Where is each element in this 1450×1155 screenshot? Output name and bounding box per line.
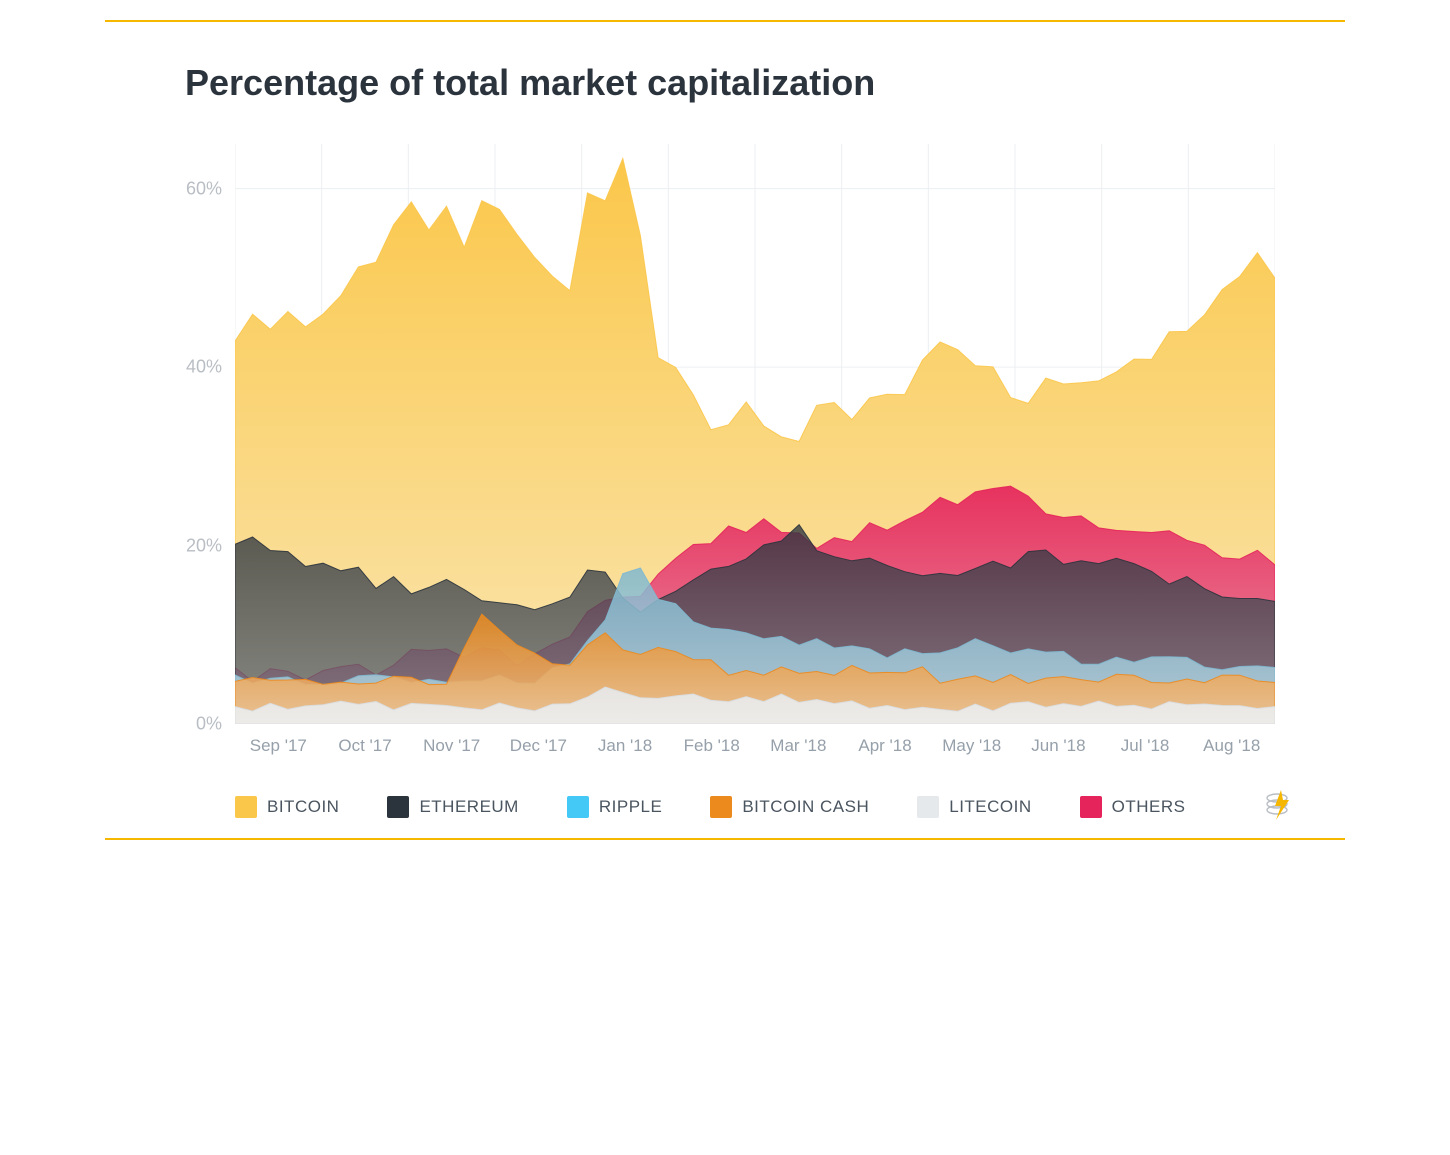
x-tick-label: Nov '17 — [408, 736, 495, 756]
legend-label: LITECOIN — [949, 797, 1031, 817]
legend-item-litecoin: LITECOIN — [917, 796, 1031, 818]
y-tick-label: 20% — [186, 535, 222, 556]
chart-title: Percentage of total market capitalizatio… — [155, 62, 1295, 104]
chart-area: 0% 20% 40% 60% Sep '17Oct '17Nov '17Dec '17… — [175, 144, 1275, 784]
brand-logo-icon — [1259, 784, 1299, 824]
series-svg — [235, 144, 1275, 724]
legend-item-bitcoin-cash: BITCOIN CASH — [710, 796, 869, 818]
legend-swatch — [567, 796, 589, 818]
legend-item-bitcoin: BITCOIN — [235, 796, 339, 818]
legend-swatch — [1080, 796, 1102, 818]
legend-label: BITCOIN — [267, 797, 339, 817]
y-tick-label: 60% — [186, 178, 222, 199]
legend-swatch — [235, 796, 257, 818]
x-tick-label: Apr '18 — [842, 736, 929, 756]
x-tick-label: Jun '18 — [1015, 736, 1102, 756]
plot-region — [235, 144, 1275, 724]
y-tick-label: 0% — [196, 714, 222, 735]
legend-label: ETHEREUM — [419, 797, 518, 817]
x-tick-label: Mar '18 — [755, 736, 842, 756]
legend-item-ethereum: ETHEREUM — [387, 796, 518, 818]
chart-frame: Percentage of total market capitalizatio… — [105, 20, 1345, 840]
y-tick-label: 40% — [186, 357, 222, 378]
x-tick-label: Aug '18 — [1188, 736, 1275, 756]
legend-label: RIPPLE — [599, 797, 662, 817]
y-axis: 0%20%40%60% — [175, 144, 230, 724]
legend-label: BITCOIN CASH — [742, 797, 869, 817]
legend-label: OTHERS — [1112, 797, 1186, 817]
x-tick-label: Sep '17 — [235, 736, 322, 756]
x-axis-labels: Sep '17Oct '17Nov '17Dec '17Jan '18Feb '… — [235, 736, 1275, 756]
legend-swatch — [710, 796, 732, 818]
legend-item-ripple: RIPPLE — [567, 796, 662, 818]
legend-swatch — [387, 796, 409, 818]
x-tick-label: Jul '18 — [1102, 736, 1189, 756]
x-tick-label: Feb '18 — [668, 736, 755, 756]
legend-swatch — [917, 796, 939, 818]
legend: BITCOIN ETHEREUM RIPPLE BITCOIN CASH LITECOI… — [235, 796, 1295, 818]
x-tick-label: Jan '18 — [582, 736, 669, 756]
x-tick-label: Dec '17 — [495, 736, 582, 756]
x-tick-label: May '18 — [928, 736, 1015, 756]
legend-item-others: OTHERS — [1080, 796, 1186, 818]
x-tick-label: Oct '17 — [322, 736, 409, 756]
